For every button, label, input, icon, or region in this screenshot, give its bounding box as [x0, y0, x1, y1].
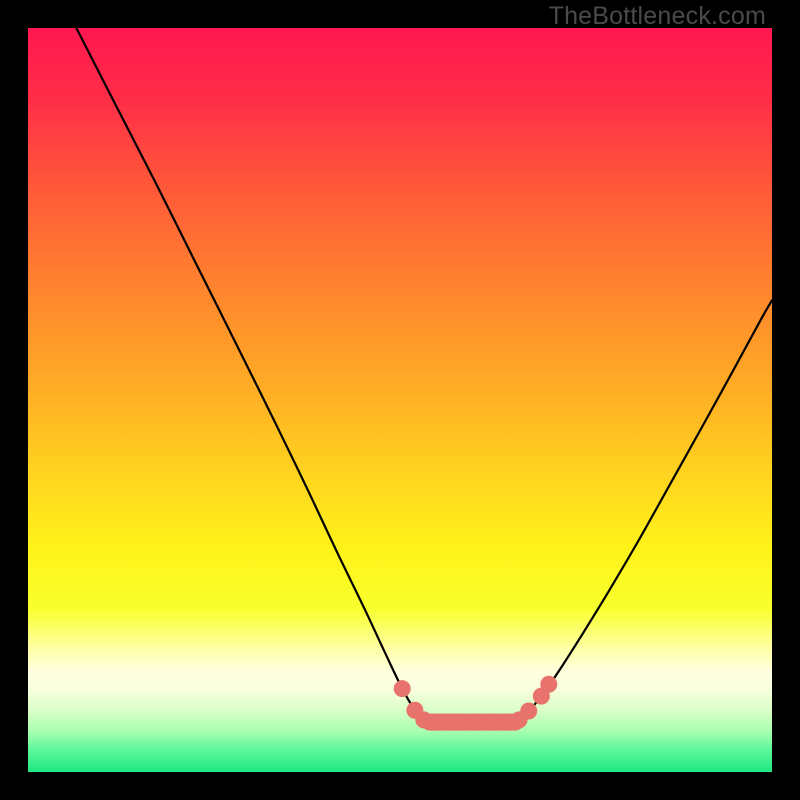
- curve-layer: [28, 28, 772, 772]
- marker-dot: [394, 680, 411, 697]
- marker-dot: [448, 714, 465, 731]
- marker-dot: [415, 711, 432, 728]
- marker-dot: [484, 714, 501, 731]
- marker-dot: [466, 714, 483, 731]
- marker-dot: [430, 714, 447, 731]
- watermark-text: TheBottleneck.com: [549, 2, 766, 31]
- marker-dot: [520, 702, 537, 719]
- plot-area: [28, 28, 772, 772]
- marker-dot: [540, 676, 557, 693]
- bottleneck-curve: [76, 28, 772, 722]
